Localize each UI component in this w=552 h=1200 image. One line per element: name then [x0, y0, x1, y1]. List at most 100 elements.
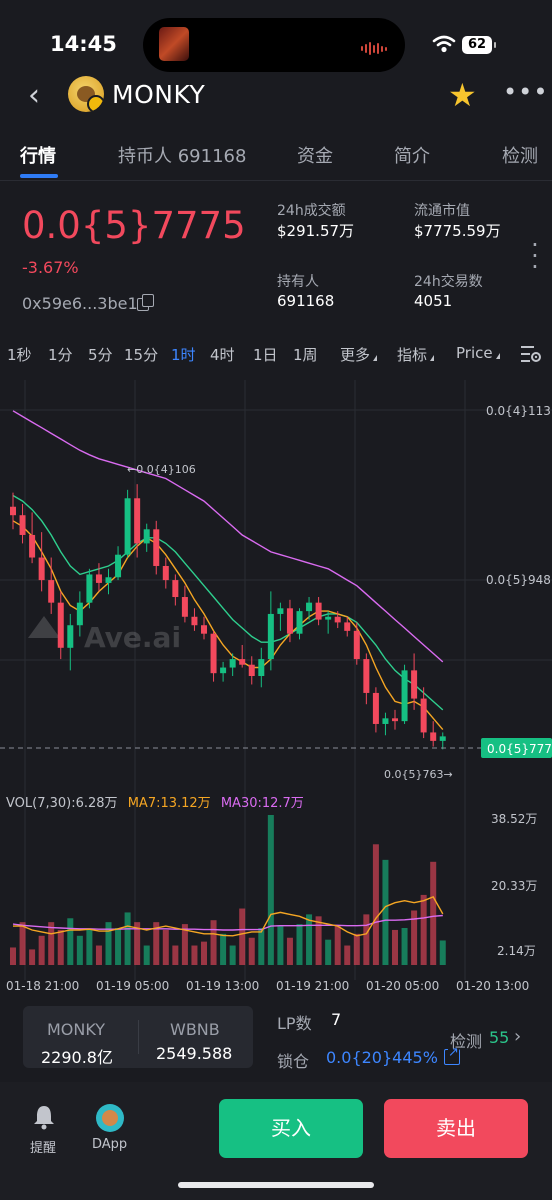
vertical-more-icon[interactable]: · · ·	[531, 231, 539, 281]
interval-1m[interactable]: 1分	[48, 346, 73, 364]
volume-bar	[344, 945, 351, 965]
buy-button[interactable]: 买入	[219, 1099, 363, 1158]
volume-bar	[382, 859, 389, 965]
candle-body	[10, 506, 16, 516]
now-playing-thumbnail	[159, 27, 189, 61]
current-price: 0.0{5}7775	[22, 204, 246, 247]
x-tick-label: 01-20 05:00	[366, 979, 439, 993]
interval-5m[interactable]: 5分	[88, 346, 113, 364]
current-price-tag-label: 0.0{5}777	[487, 742, 552, 756]
candle-body	[286, 608, 293, 634]
volume-bar	[430, 861, 437, 965]
candle-body	[95, 574, 102, 583]
high-annotation: ←0.0{4}106	[127, 463, 196, 476]
volume-bar	[411, 910, 418, 965]
ave-watermark: Ave.ai	[28, 616, 181, 654]
external-link-icon[interactable]	[444, 1045, 460, 1065]
dapp-icon[interactable]	[96, 1104, 124, 1132]
tab-check[interactable]: 检测	[502, 146, 538, 167]
price-axis-label: 0.0{4}113	[486, 404, 551, 418]
price-change: -3.67%	[22, 258, 79, 277]
price-chart[interactable]: Ave.ai 0.0{4}113 0.0{5}948 ←0.0{4}106 0.0{5…	[0, 380, 552, 1000]
volume-bar	[172, 945, 179, 965]
candle-body	[401, 670, 408, 722]
check-score-label[interactable]: 检测	[450, 1032, 483, 1051]
candle-body	[124, 498, 131, 555]
volume-bar	[181, 924, 188, 965]
candle-body	[172, 580, 179, 598]
interval-1h[interactable]: 1时	[171, 346, 196, 364]
candles	[10, 484, 446, 750]
interval-15m[interactable]: 15分	[124, 346, 159, 364]
volume-24h-label: 24h成交额	[277, 203, 346, 219]
indicator-dropdown[interactable]: 指标	[397, 344, 435, 365]
interval-4h[interactable]: 4时	[210, 346, 235, 364]
interval-1w[interactable]: 1周	[293, 346, 318, 364]
volume-bar	[48, 922, 55, 965]
volume-bar	[105, 922, 112, 965]
candle-body	[344, 622, 351, 631]
token-a-amount: 2290.8亿	[41, 1048, 113, 1067]
x-tick-label: 01-20 13:00	[456, 979, 529, 993]
volume-bar	[248, 937, 255, 965]
more-intervals-dropdown[interactable]: 更多	[340, 344, 378, 365]
volume-bar	[220, 933, 227, 965]
bell-icon[interactable]	[32, 1104, 56, 1130]
favorite-star-icon[interactable]: ★	[448, 76, 477, 114]
remind-label[interactable]: 提醒	[30, 1141, 57, 1156]
volume-bar	[76, 935, 83, 965]
interval-1s[interactable]: 1秒	[7, 346, 32, 364]
volume-bar	[143, 945, 150, 965]
volume-bar	[29, 949, 36, 965]
chevron-right-icon[interactable]: ›	[514, 1026, 522, 1047]
volume-24h-value: $291.57万	[277, 222, 355, 240]
holders-value: 691168	[277, 292, 335, 310]
volume-bar	[258, 928, 265, 965]
dapp-label[interactable]: DApp	[92, 1137, 128, 1152]
more-icon[interactable]: •••	[503, 78, 549, 106]
tab-market[interactable]: 行情	[20, 146, 56, 167]
price-mode-label: Price	[456, 344, 493, 362]
volume-bar	[115, 928, 122, 965]
tab-holders[interactable]: 持币人 691168	[118, 146, 247, 167]
ma-short-line	[12, 520, 444, 731]
price-mode-dropdown[interactable]: Price	[456, 344, 500, 362]
bnb-chain-icon	[87, 95, 104, 112]
vol-legend: VOL(7,30):6.28万	[6, 796, 118, 811]
back-icon[interactable]: ‹	[28, 78, 40, 113]
chart-settings-icon[interactable]	[520, 344, 542, 364]
tx-24h-label: 24h交易数	[414, 274, 483, 290]
x-tick-label: 01-19 13:00	[186, 979, 259, 993]
lock-label: 锁仓	[277, 1052, 310, 1071]
vol-ma30-legend: MA30:12.7万	[220, 796, 304, 811]
volume-bar	[19, 922, 26, 965]
ma-lines	[12, 410, 444, 731]
volume-bar	[372, 844, 379, 965]
volume-bar	[134, 922, 141, 965]
volume-bar	[229, 945, 236, 965]
candle-body	[430, 732, 437, 741]
candle-body	[363, 659, 370, 693]
volume-ma-lines	[12, 896, 444, 937]
volume-bar	[86, 929, 93, 965]
copy-icon[interactable]	[137, 294, 154, 311]
liquidity-pool-box: MONKY 2290.8亿 WBNB 2549.588	[23, 1006, 253, 1068]
tab-bar	[0, 136, 552, 180]
candle-body	[38, 557, 45, 581]
check-score-value[interactable]: 55	[489, 1028, 510, 1047]
token-a-label: MONKY	[47, 1020, 106, 1039]
candle-body	[420, 698, 427, 733]
candle-body	[353, 630, 360, 660]
candle-body	[334, 616, 341, 623]
lp-count-value: 7	[331, 1010, 342, 1029]
tab-funds[interactable]: 资金	[297, 146, 333, 167]
sell-button[interactable]: 卖出	[384, 1099, 528, 1158]
tab-intro[interactable]: 简介	[394, 146, 430, 167]
volume-legend: VOL(7,30):6.28万 MA7:13.12万 MA30:12.7万	[6, 792, 304, 811]
volume-bar	[153, 922, 160, 965]
interval-1d[interactable]: 1日	[253, 346, 278, 364]
lock-value[interactable]: 0.0{20}445%	[326, 1048, 438, 1067]
candle-body	[29, 534, 36, 558]
market-cap-label: 流通市值	[414, 203, 470, 219]
battery-icon: 62	[462, 36, 496, 54]
